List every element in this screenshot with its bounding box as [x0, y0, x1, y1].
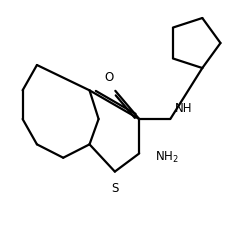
Text: S: S: [111, 182, 119, 195]
Text: NH: NH: [175, 102, 193, 115]
Text: NH$_2$: NH$_2$: [155, 150, 179, 165]
Text: O: O: [105, 71, 114, 84]
